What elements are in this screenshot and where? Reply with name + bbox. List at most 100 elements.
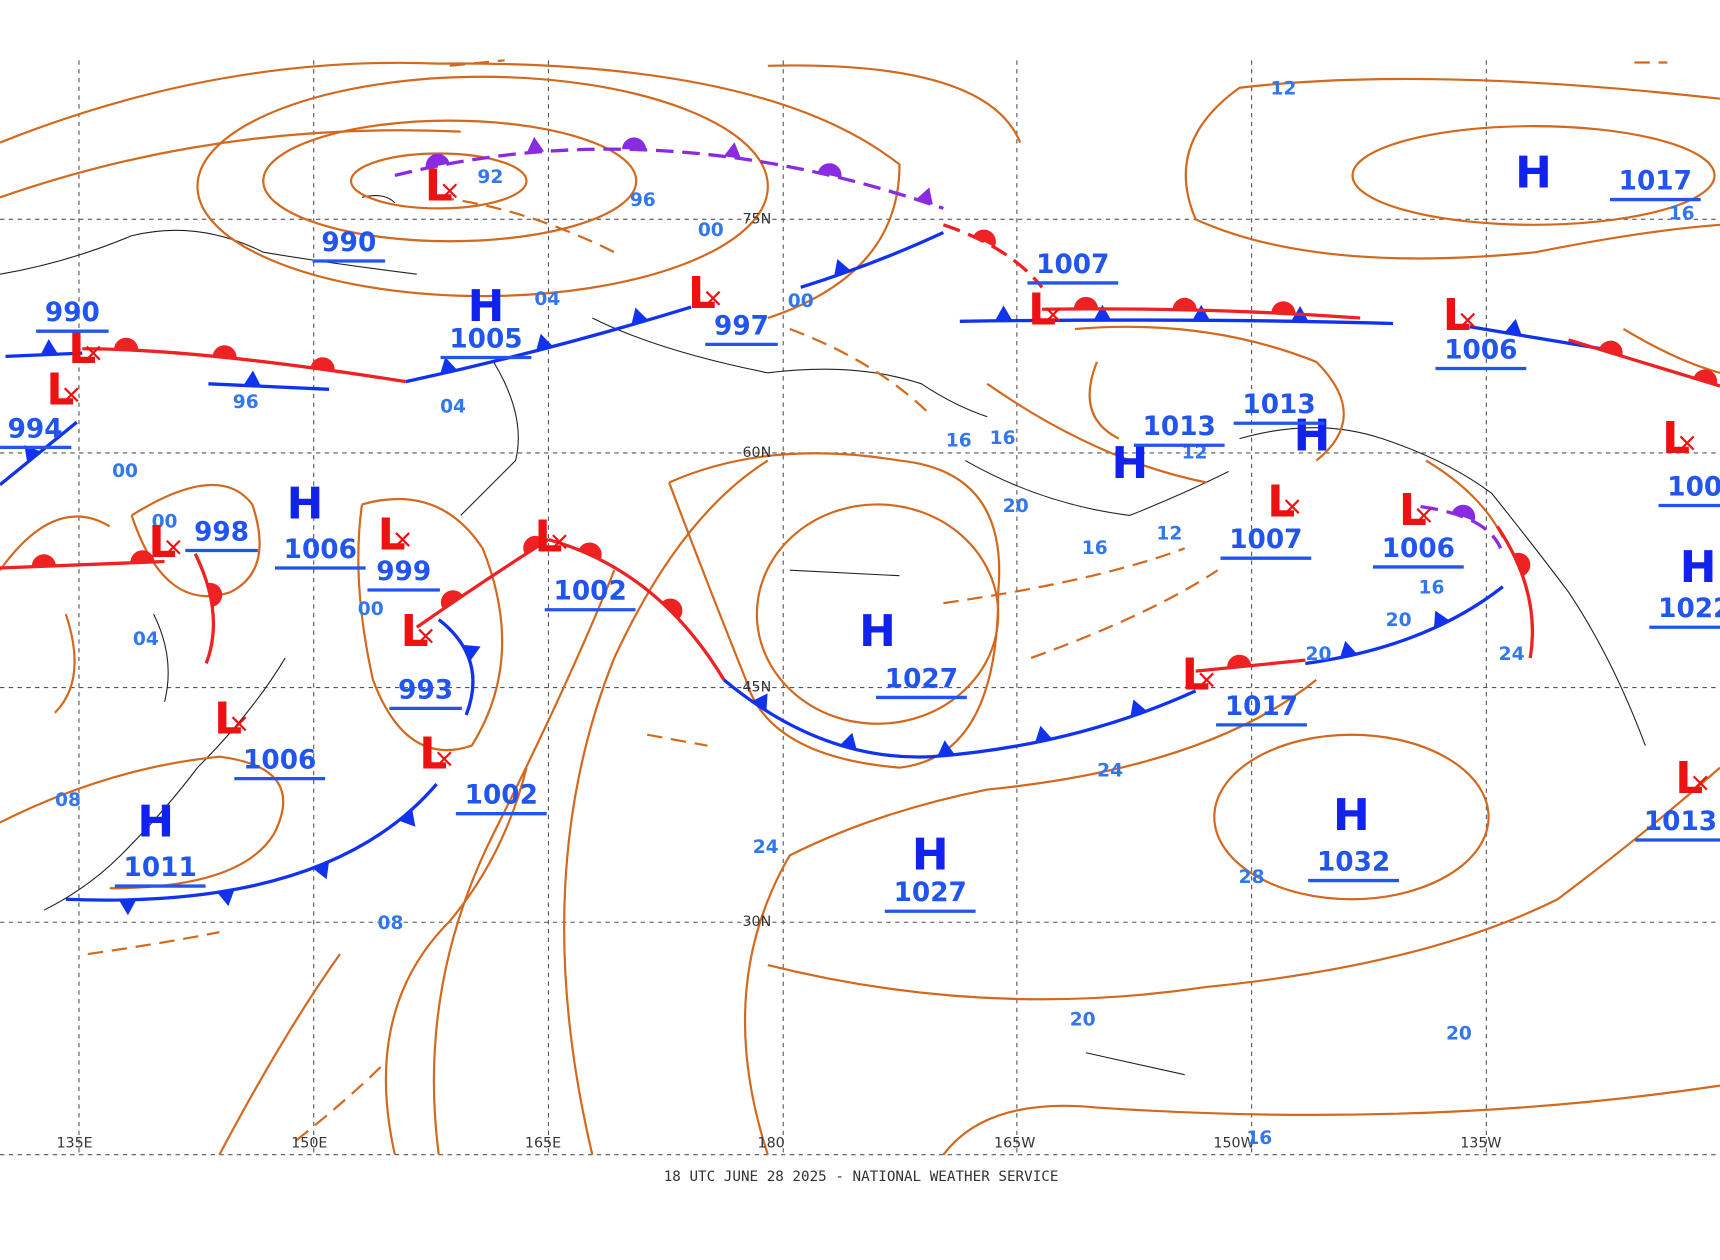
front-barb [1093, 304, 1112, 321]
grid-label: 30N [742, 914, 771, 930]
low-symbol: L [401, 606, 429, 657]
front [82, 347, 407, 384]
central-pressure: 997 [714, 311, 769, 341]
front-barb [817, 163, 842, 179]
low-symbol: L [534, 512, 562, 563]
front-barb [523, 535, 546, 555]
low-mark [1045, 307, 1061, 323]
grid-label: 180 [758, 1136, 785, 1152]
low-mark [1416, 508, 1432, 523]
isobar-label: 00 [152, 511, 178, 532]
front-barb [1434, 610, 1450, 629]
low-mark [1679, 435, 1695, 451]
front-barb [1172, 297, 1197, 311]
low-symbol: L [1399, 485, 1427, 536]
front [415, 538, 550, 629]
isobar-label: 28 [1239, 867, 1265, 888]
front [942, 223, 1044, 289]
front-barb [751, 693, 768, 711]
isobar-label: 96 [233, 392, 259, 413]
isobar-label: 08 [378, 913, 404, 934]
front [208, 382, 330, 391]
isobar-label: 92 [477, 167, 503, 188]
front-barb [243, 370, 262, 387]
low-mark [436, 751, 452, 767]
front-barb [526, 136, 545, 153]
low-mark [63, 387, 79, 403]
low-symbol: L [378, 509, 406, 560]
central-pressure: 1007 [1229, 525, 1302, 555]
low-mark [231, 716, 247, 732]
central-pressure: 1013 [1143, 412, 1216, 442]
front-barb [631, 307, 649, 325]
central-pressure: 1006 [1444, 335, 1517, 365]
isobar-label: 16 [946, 430, 972, 451]
central-pressure: 998 [194, 517, 249, 547]
low-symbol: L [688, 268, 716, 319]
graticule [0, 60, 1720, 1156]
front-barb [834, 258, 851, 277]
central-pressure: 1017 [1225, 692, 1298, 722]
isobar-label: 16 [1082, 538, 1108, 559]
isobar-label: 04 [133, 629, 159, 650]
front-barb [1451, 504, 1476, 522]
high-symbol: H [1294, 411, 1331, 462]
low-symbol: L [214, 694, 242, 745]
central-pressure: 1027 [894, 878, 967, 908]
front [722, 678, 1197, 759]
isobar-label: 20 [1386, 610, 1412, 631]
isobar-label: 24 [1499, 644, 1525, 665]
front-barb [1227, 654, 1252, 668]
central-pressure: 1022 [1658, 594, 1720, 624]
front [1042, 307, 1361, 320]
isobar-label: 96 [630, 190, 656, 211]
grid-label: 165W [994, 1136, 1035, 1152]
low-mark [1199, 672, 1214, 688]
front-barb [536, 333, 554, 351]
central-pressure: 1013 [1242, 390, 1315, 420]
central-pressure: 100 [1667, 472, 1720, 502]
high-symbol: H [468, 281, 505, 332]
front-barb [1504, 318, 1522, 336]
central-pressure: 1007 [1036, 250, 1109, 280]
low-symbol: L [1443, 290, 1471, 341]
front [548, 537, 726, 681]
front [1568, 338, 1720, 388]
isobar-label: 16 [1419, 577, 1445, 598]
isobar-label: 20 [1070, 1009, 1096, 1030]
central-pressure: 1002 [554, 577, 627, 607]
front [394, 147, 944, 210]
front-barb [1513, 552, 1531, 576]
high-symbol: H [1515, 147, 1552, 198]
isobar-label: 24 [753, 837, 779, 858]
front-barb [1693, 369, 1718, 385]
low-symbol: L [1662, 413, 1690, 464]
low-mark [1692, 775, 1708, 791]
central-pressure: 993 [398, 675, 453, 705]
front-barb [310, 357, 335, 371]
front-barb [440, 357, 458, 375]
front-barb [425, 153, 450, 169]
front-barb [1339, 640, 1358, 658]
isobar-label: 04 [534, 289, 560, 310]
front-barb [578, 542, 602, 560]
central-pressure: 990 [45, 298, 100, 328]
front [65, 783, 438, 902]
front-barb [440, 590, 463, 610]
front-barb [212, 345, 237, 359]
low-symbol: L [1675, 753, 1703, 804]
high-symbol: H [287, 479, 324, 530]
central-pressure: 1027 [885, 664, 958, 694]
front [1495, 525, 1535, 659]
high-symbol: H [1333, 790, 1370, 841]
front [0, 559, 165, 570]
low-mark [1460, 312, 1476, 328]
central-pressure: 999 [376, 557, 431, 587]
front-barb [973, 229, 996, 248]
front [800, 230, 945, 289]
front-barb [1599, 340, 1623, 357]
front-barb [217, 889, 235, 907]
front [193, 553, 216, 665]
isobar-label: 20 [1446, 1024, 1472, 1045]
